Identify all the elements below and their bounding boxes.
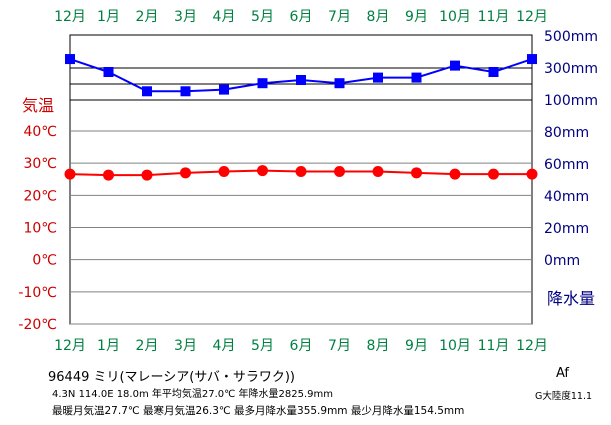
bottom-month-label: 10月 (439, 338, 471, 354)
bottom-month-label: 11月 (478, 338, 510, 354)
temperature-point (218, 166, 230, 178)
precipitation-point (142, 86, 152, 97)
bottom-month-label: 12月 (54, 338, 86, 354)
top-month-label: 3月 (174, 9, 197, 25)
top-month-label: 2月 (136, 9, 159, 25)
precipitation-point (103, 67, 114, 77)
temperature-point (334, 166, 345, 178)
top-month-label: 5月 (251, 9, 274, 25)
top-month-label: 11月 (478, 9, 510, 25)
temperature-axis-label: 気温 (22, 96, 54, 115)
precipitation-axis-label: 降水量 (547, 289, 595, 308)
bottom-month-label: 6月 (290, 338, 313, 354)
precip-tick-label: 500mm (544, 29, 598, 45)
precipitation-point (219, 84, 229, 95)
temperature-point (488, 168, 499, 180)
precipitation-point (488, 67, 499, 77)
temperature-point (103, 169, 114, 181)
precip-tick-label: 80mm (544, 125, 589, 141)
bottom-month-label: 3月 (174, 338, 197, 354)
precipitation-point (257, 78, 268, 89)
precip-tick-label: 20mm (544, 221, 589, 237)
precip-tick-label: 100mm (544, 93, 598, 109)
temperature-point (449, 168, 461, 180)
temperature-axis-ticks: 40℃ 30℃ 20℃ 10℃ 0℃ -10℃ -20℃ (18, 124, 57, 333)
temperature-point (64, 168, 76, 180)
precipitation-point (450, 60, 460, 71)
top-month-label: 4月 (213, 9, 236, 25)
top-month-label: 9月 (405, 9, 428, 25)
top-month-label: 12月 (54, 9, 86, 25)
temperature-point (257, 165, 268, 177)
temp-tick-label: -20℃ (18, 317, 57, 333)
temp-tick-label: 30℃ (23, 156, 57, 172)
precip-tick-label: 300mm (544, 61, 598, 77)
temperature-point (526, 168, 538, 180)
bottom-month-label: 9月 (405, 338, 428, 354)
precipitation-point (527, 54, 537, 65)
precipitation-point (334, 78, 345, 89)
top-month-labels: 12月 1月 2月 3月 4月 5月 6月 7月 8月 9月 10月 11月 12月 (54, 9, 548, 25)
top-month-label: 1月 (97, 9, 120, 25)
temperature-series (64, 165, 538, 181)
top-month-label: 10月 (439, 9, 471, 25)
precipitation-point (411, 72, 422, 83)
precip-tick-label: 40mm (544, 189, 589, 205)
temperature-point (141, 169, 153, 181)
precipitation-point (373, 72, 383, 83)
temp-tick-label: -10℃ (18, 285, 57, 301)
top-month-label: 8月 (367, 9, 390, 25)
top-month-label: 6月 (290, 9, 313, 25)
precipitation-axis-ticks: 500mm 300mm 100mm 80mm 60mm 40mm 20mm 0mm (544, 29, 598, 269)
precipitation-point (296, 75, 306, 85)
bottom-month-label: 7月 (328, 338, 351, 354)
precipitation-point (180, 86, 191, 97)
bottom-month-label: 1月 (97, 338, 120, 354)
temperature-point (372, 166, 384, 178)
precipitation-series (65, 54, 537, 97)
temp-tick-label: 10℃ (23, 221, 57, 237)
precipitation-point (65, 54, 75, 65)
temperature-point (411, 167, 422, 179)
bottom-month-label: 4月 (213, 338, 236, 354)
precip-tick-label: 0mm (544, 253, 580, 269)
temperature-point (180, 167, 191, 179)
top-month-label: 12月 (516, 9, 548, 25)
precip-tick-label: 60mm (544, 157, 589, 173)
bottom-month-label: 12月 (516, 338, 548, 354)
temp-tick-label: 40℃ (23, 124, 57, 140)
bottom-month-label: 8月 (367, 338, 390, 354)
bottom-month-label: 5月 (251, 338, 274, 354)
temperature-point (295, 166, 307, 178)
temp-tick-label: 0℃ (32, 253, 57, 269)
top-month-label: 7月 (328, 9, 351, 25)
bottom-month-label: 2月 (136, 338, 159, 354)
temp-tick-label: 20℃ (23, 188, 57, 204)
bottom-month-labels: 12月 1月 2月 3月 4月 5月 6月 7月 8月 9月 10月 11月 12月 (54, 338, 548, 354)
